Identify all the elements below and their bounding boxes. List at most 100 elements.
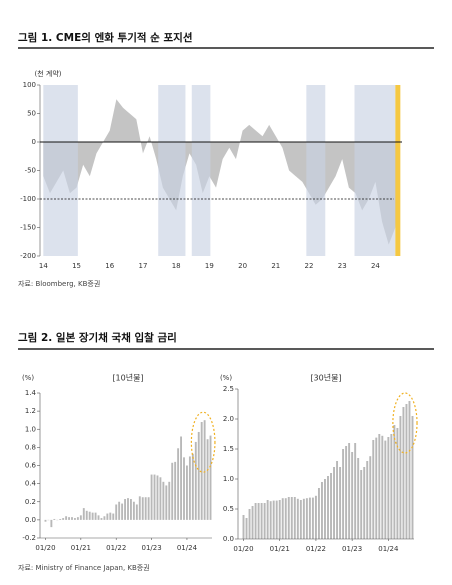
bar: [342, 449, 345, 539]
bar: [94, 512, 97, 520]
bar: [168, 481, 171, 520]
bar: [82, 508, 85, 520]
bar: [76, 517, 79, 520]
bar: [257, 503, 260, 539]
bar: [180, 436, 182, 520]
unit-label: (%): [22, 374, 34, 382]
bar: [339, 467, 342, 539]
x-tick-label: 23: [338, 262, 347, 270]
bar: [311, 497, 314, 539]
bar: [85, 510, 88, 520]
bar: [308, 497, 311, 539]
bar: [68, 517, 70, 520]
bar: [115, 504, 118, 520]
shaded-period: [43, 85, 78, 256]
bar: [59, 518, 62, 520]
y-tick-label: 0.4: [25, 480, 37, 488]
y-tick-label: 0: [32, 138, 36, 146]
y-tick-label: -0.2: [22, 534, 36, 542]
bar: [333, 467, 336, 539]
y-tick-label: 0.0: [223, 535, 234, 543]
bar: [200, 422, 203, 520]
bar: [191, 453, 194, 520]
chart-title: [10년물]: [112, 373, 143, 383]
x-tick-label: 01/24: [177, 544, 198, 552]
bar: [112, 513, 115, 520]
bar: [375, 437, 378, 539]
x-tick-label: 01/21: [270, 545, 290, 553]
bar: [127, 498, 129, 520]
y-tick-label: -100: [20, 195, 36, 203]
bar: [124, 499, 126, 520]
bar: [245, 518, 248, 539]
x-tick-label: 01/21: [71, 544, 91, 552]
y-tick-label: 1.2: [25, 407, 36, 415]
bar: [162, 481, 165, 520]
bar: [381, 435, 384, 539]
bar: [299, 500, 302, 539]
bar: [206, 439, 209, 520]
x-tick-label: 22: [305, 262, 314, 270]
shaded-period: [191, 85, 211, 256]
bar: [156, 475, 159, 520]
bar: [263, 503, 266, 539]
bar: [330, 473, 332, 539]
bar: [147, 497, 150, 520]
bar: [345, 446, 348, 539]
bar: [44, 519, 47, 522]
bar: [251, 506, 254, 539]
bar: [351, 452, 354, 539]
x-tick-label: 01/22: [106, 544, 126, 552]
bar: [106, 513, 109, 520]
bar: [378, 434, 381, 539]
bar: [79, 515, 82, 520]
highlight-ellipse: [392, 392, 418, 454]
figure-source: 자료: Ministry of Finance Japan, KB증권: [18, 563, 150, 572]
bar: [278, 500, 281, 539]
x-tick-label: 16: [105, 262, 114, 270]
y-tick-label: 0.2: [25, 498, 36, 506]
bar: [393, 425, 396, 539]
bar: [183, 457, 185, 520]
bar: [50, 519, 53, 528]
bar: [159, 477, 162, 520]
shaded-period: [354, 85, 396, 256]
bar: [71, 517, 73, 520]
y-tick-label: 0.0: [25, 516, 36, 524]
y-tick-label: 0.8: [25, 443, 36, 451]
x-tick-label: 01/20: [233, 545, 253, 553]
y-tick-label: 1.0: [25, 425, 36, 433]
bar: [242, 515, 245, 539]
bar: [203, 420, 206, 520]
bar: [363, 467, 366, 539]
bar: [402, 407, 405, 539]
bar: [275, 500, 278, 539]
bar: [384, 440, 387, 539]
y-tick-label: -50: [25, 167, 36, 175]
bar: [165, 485, 168, 520]
bar: [65, 516, 68, 520]
figure-source: 자료: Bloomberg, KB증권: [18, 279, 100, 288]
bar: [348, 443, 351, 539]
bar: [248, 509, 251, 539]
x-tick-label: 01/23: [342, 545, 362, 553]
bar: [62, 518, 65, 520]
y-tick-label: 1.4: [25, 389, 37, 397]
bar: [174, 461, 177, 520]
bar: [357, 458, 360, 539]
bar: [53, 518, 56, 520]
bar: [372, 440, 375, 539]
bar: [188, 456, 191, 520]
y-tick-label: 50: [27, 110, 36, 118]
bar: [130, 499, 132, 520]
bar: [360, 470, 363, 539]
bar: [399, 416, 402, 539]
bar: [260, 503, 263, 539]
bar: [269, 501, 272, 539]
chart-title: [30년물]: [310, 373, 341, 383]
x-tick-label: 01/22: [306, 545, 326, 553]
bar: [88, 511, 91, 520]
unit-label: (천 계약): [34, 69, 61, 78]
bar: [132, 501, 135, 520]
bar: [320, 482, 323, 539]
